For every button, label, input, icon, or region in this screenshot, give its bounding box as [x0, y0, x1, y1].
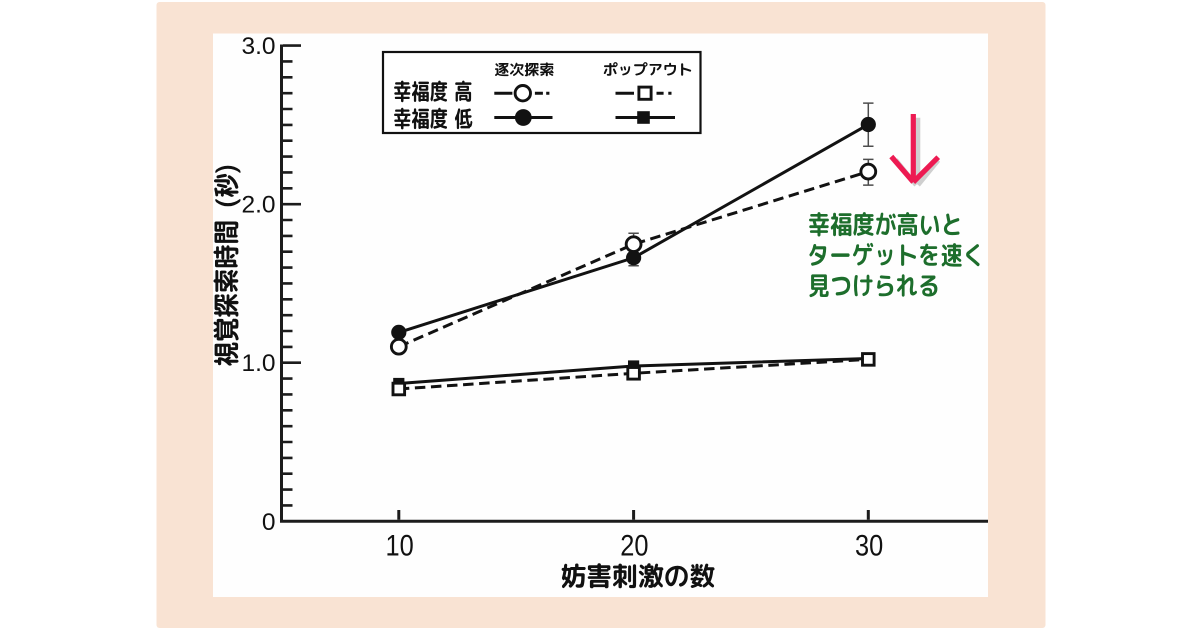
svg-text:0: 0 — [262, 509, 276, 536]
svg-text:20: 20 — [620, 528, 648, 561]
svg-text:3.0: 3.0 — [241, 33, 275, 60]
svg-text:1.0: 1.0 — [241, 350, 275, 377]
svg-text:2.0: 2.0 — [241, 192, 275, 219]
svg-text:10: 10 — [385, 528, 413, 561]
svg-text:30: 30 — [855, 528, 883, 561]
